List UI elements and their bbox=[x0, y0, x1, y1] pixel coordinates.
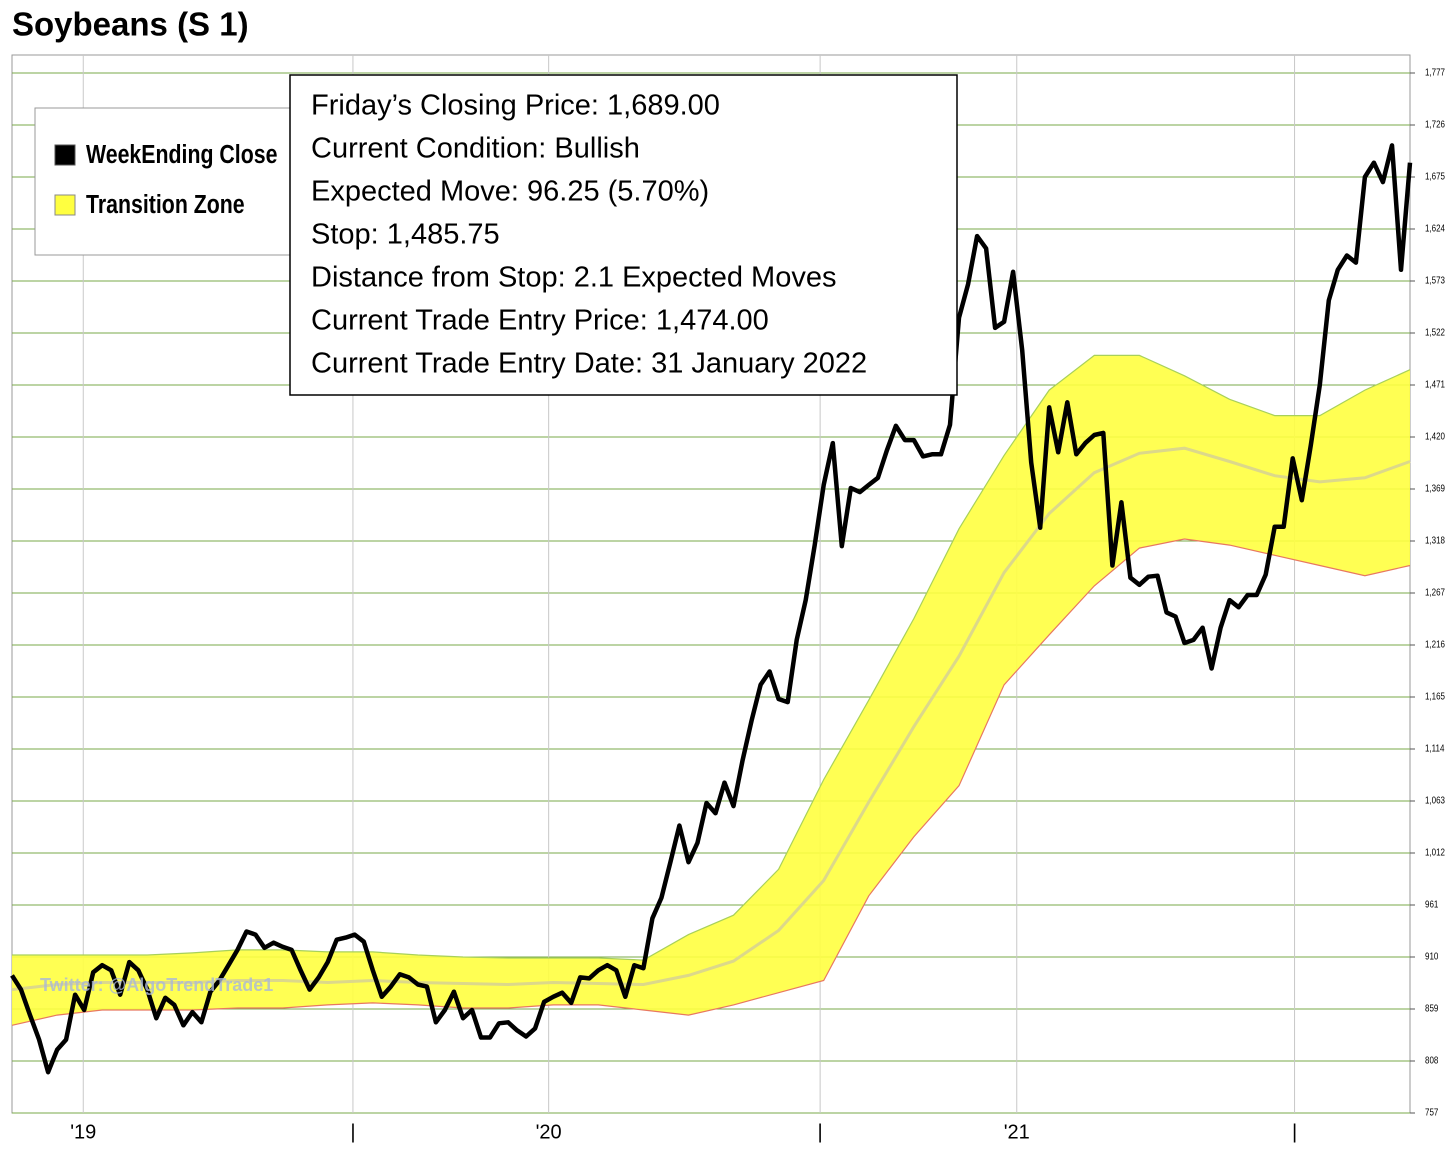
info-box bbox=[289, 74, 958, 396]
legend-label: Transition Zone bbox=[86, 190, 245, 220]
info-line: Stop: 1,485.75 bbox=[311, 219, 500, 251]
y-tick-label: 1,573 bbox=[1425, 275, 1445, 286]
y-tick-label: 1,420 bbox=[1425, 431, 1445, 442]
transition-zone bbox=[12, 355, 1410, 1026]
x-tick-label: '20 bbox=[536, 1121, 562, 1143]
close-line bbox=[10, 143, 1413, 1075]
info-line: Friday’s Closing Price: 1,689.00 bbox=[311, 90, 720, 122]
y-tick-label: 910 bbox=[1425, 951, 1438, 962]
x-tick-label: | bbox=[818, 1121, 823, 1143]
info-line: Current Trade Entry Price: 1,474.00 bbox=[311, 305, 769, 337]
x-tick-label: '21 bbox=[1004, 1121, 1030, 1143]
y-tick-label: 1,063 bbox=[1425, 795, 1445, 806]
y-tick-label: 859 bbox=[1425, 1003, 1438, 1014]
info-line: Current Trade Entry Date: 31 January 202… bbox=[311, 348, 867, 380]
zone-lower bbox=[11, 538, 1411, 1026]
y-tick-label: 1,726 bbox=[1425, 119, 1445, 130]
y-tick-label: 1,777 bbox=[1425, 67, 1445, 78]
x-tick-label: | bbox=[1292, 1121, 1297, 1143]
x-tick-label: '19 bbox=[70, 1121, 96, 1143]
y-tick-label: 1,012 bbox=[1425, 847, 1445, 858]
y-tick-label: 1,675 bbox=[1425, 171, 1445, 182]
chart-title: Soybeans (S 1) bbox=[12, 6, 249, 43]
watermark: Twitter: @AlgoTrendTrade1 bbox=[40, 975, 273, 995]
zone-mid bbox=[11, 446, 1411, 992]
legend-box bbox=[34, 107, 306, 256]
y-tick-label: 757 bbox=[1425, 1107, 1438, 1118]
marks bbox=[10, 143, 1413, 1075]
y-tick-label: 1,216 bbox=[1425, 639, 1445, 650]
y-tick-label: 1,471 bbox=[1425, 379, 1445, 390]
legend: WeekEnding Close Transition Zone bbox=[34, 107, 306, 256]
y-tick-label: 1,114 bbox=[1425, 743, 1444, 754]
y-tick-label: 1,369 bbox=[1425, 483, 1445, 494]
info-line: Distance from Stop: 2.1 Expected Moves bbox=[311, 262, 836, 294]
y-tick-label: 808 bbox=[1425, 1055, 1438, 1066]
y-tick-label: 1,522 bbox=[1425, 327, 1445, 338]
y-tick-label: 1,318 bbox=[1425, 535, 1445, 546]
y-tick-label: 1,624 bbox=[1425, 223, 1445, 234]
zone-upper bbox=[12, 354, 1411, 961]
x-tick-label: | bbox=[350, 1121, 355, 1143]
y-tick-label: 961 bbox=[1425, 899, 1438, 910]
y-tick-label: 1,165 bbox=[1425, 691, 1445, 702]
info: Friday’s Closing Price: 1,689.00 Current … bbox=[311, 90, 867, 380]
legend-label: WeekEnding Close bbox=[86, 140, 277, 170]
info-line: Current Condition: Bullish bbox=[311, 133, 640, 165]
info-line: Expected Move: 96.25 (5.70%) bbox=[311, 176, 709, 208]
y-tick-label: 1,267 bbox=[1425, 587, 1445, 598]
legend-swatch bbox=[54, 144, 76, 166]
legend-swatch bbox=[54, 194, 76, 216]
